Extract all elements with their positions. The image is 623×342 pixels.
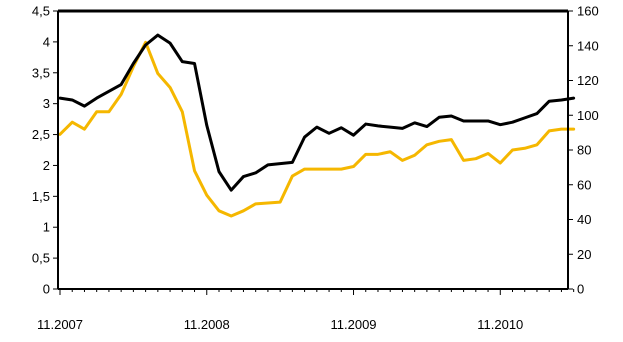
plot-frame xyxy=(57,10,569,290)
x-axis-ticks: 11.2007 11.2008 11.2009 11.2010 xyxy=(37,289,575,332)
series-layer xyxy=(58,33,576,218)
series-line-right-axis xyxy=(58,40,576,218)
y-tick-label-right: 0 xyxy=(577,282,584,297)
y-tick-label-right: 80 xyxy=(577,143,591,158)
series-line-left-axis xyxy=(58,33,576,192)
y-tick-label-left: 1,5 xyxy=(32,189,50,204)
y-tick-label-left: 0 xyxy=(43,282,50,297)
y-axis-right-ticks: 0 20 40 60 80 100 120 140 160 xyxy=(568,4,599,297)
y-tick-label-right: 20 xyxy=(577,247,591,262)
y-tick-label-left: 3 xyxy=(43,96,50,111)
x-tick-label: 11.2010 xyxy=(477,317,523,332)
y-tick-label-left: 4 xyxy=(43,34,50,49)
y-tick-label-left: 4,5 xyxy=(32,4,50,19)
y-tick-label-right: 40 xyxy=(577,212,591,227)
x-tick-label: 11.2009 xyxy=(331,317,377,332)
y-tick-label-right: 160 xyxy=(577,4,599,19)
y-tick-label-left: 2,5 xyxy=(32,127,50,142)
x-tick-label: 11.2007 xyxy=(37,317,83,332)
y-tick-label-left: 1 xyxy=(43,220,50,235)
y-axis-left-ticks: 0 0,5 1 1,5 2 2,5 3 3,5 4 4,5 xyxy=(32,4,58,297)
y-tick-label-right: 100 xyxy=(577,108,599,123)
y-tick-label-left: 2 xyxy=(43,158,50,173)
y-tick-label-left: 0,5 xyxy=(32,251,50,266)
x-tick-label: 11.2008 xyxy=(184,317,230,332)
y-tick-label-left: 3,5 xyxy=(32,65,50,80)
y-tick-label-right: 120 xyxy=(577,73,599,88)
y-tick-label-right: 140 xyxy=(577,38,599,53)
y-tick-label-right: 60 xyxy=(577,177,591,192)
